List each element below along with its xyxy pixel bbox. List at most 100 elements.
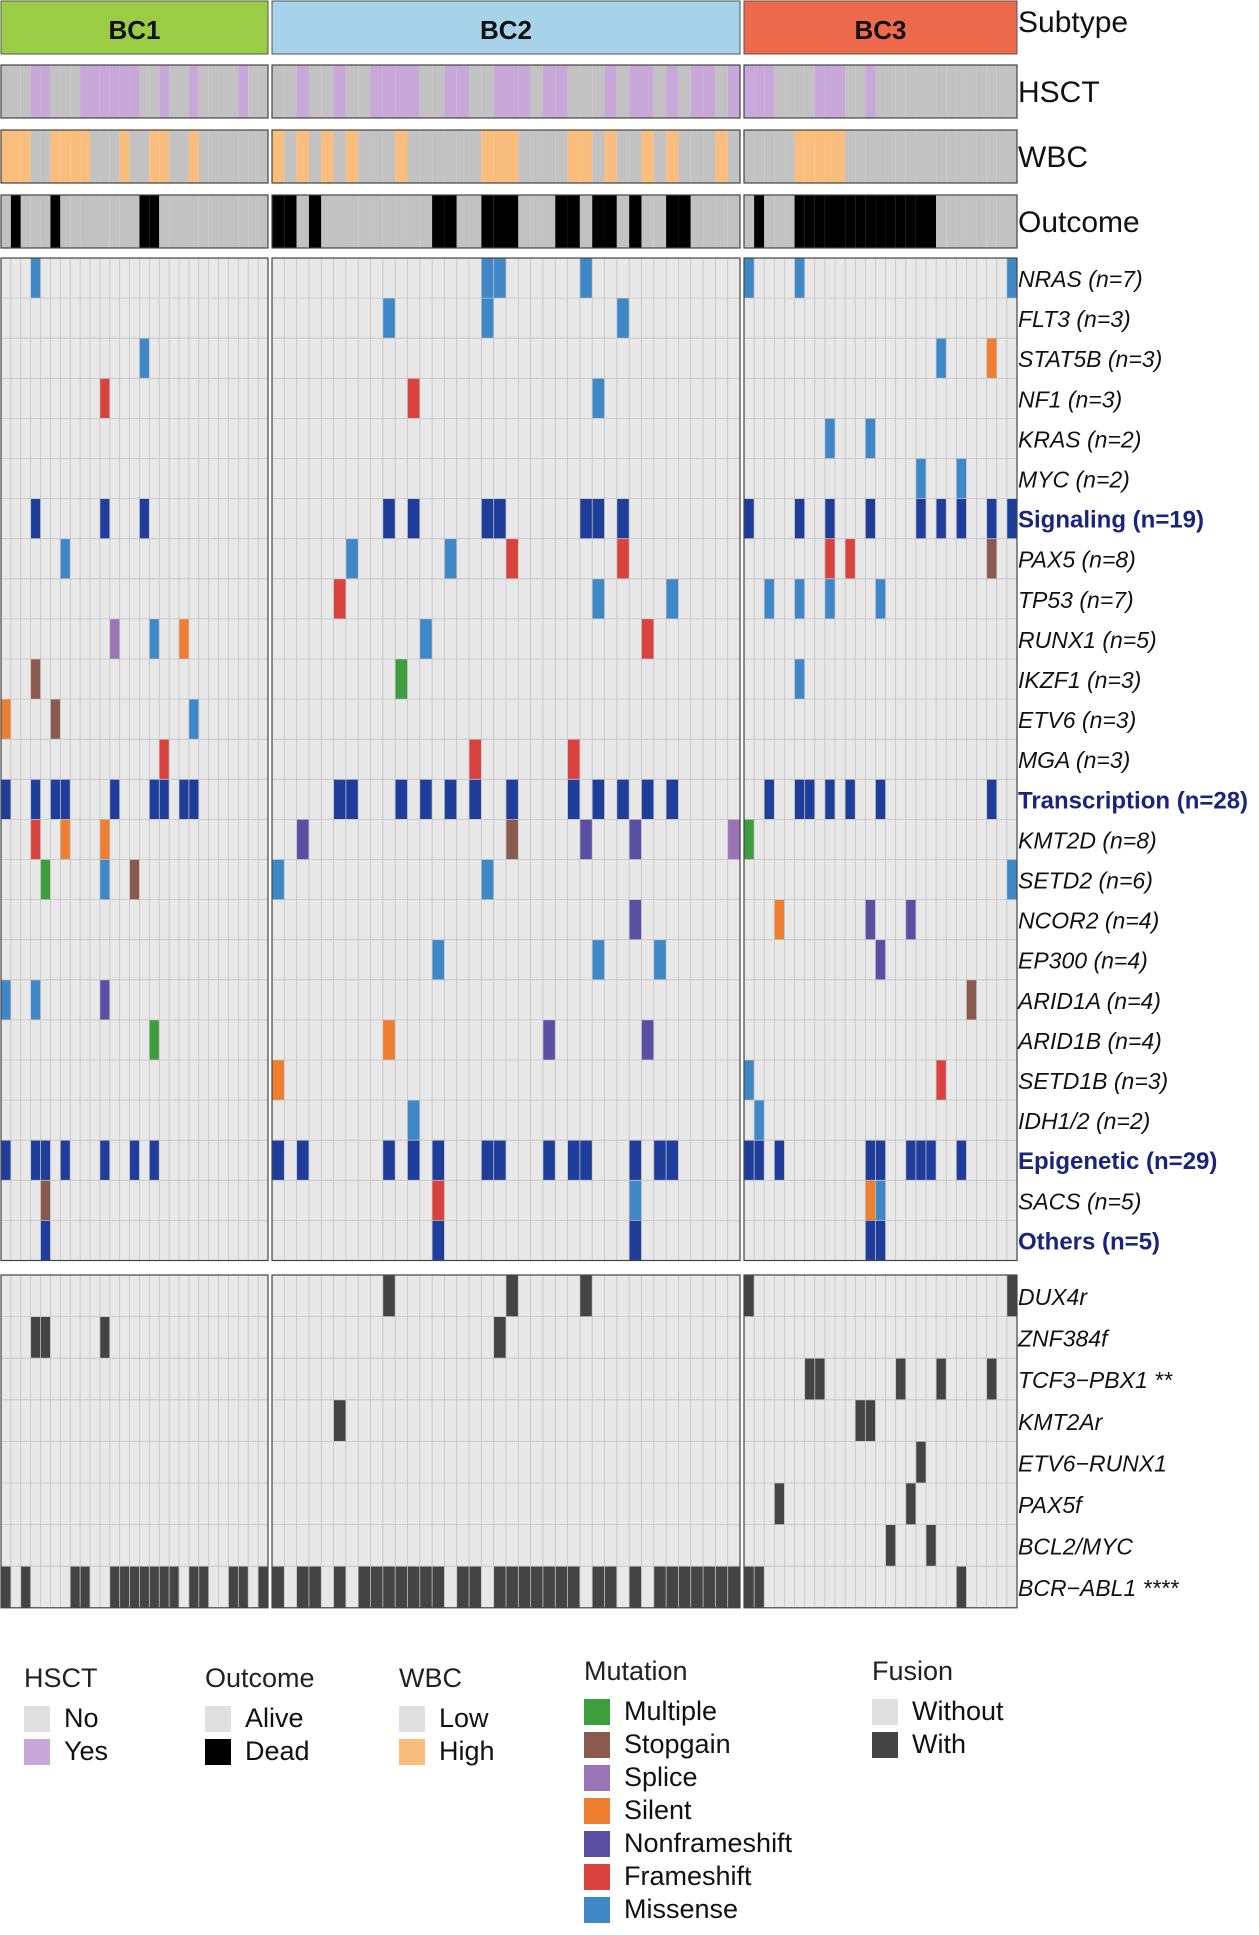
mutation-cell	[60, 779, 71, 820]
hsct-cell	[60, 65, 71, 118]
gene-row-label: SETD2 (n=6)	[1018, 868, 1153, 894]
legend-swatch	[872, 1731, 898, 1758]
mutation-cell	[579, 819, 593, 860]
wbc-cell	[794, 130, 805, 183]
mutation-cell	[159, 779, 170, 820]
mutation-cell	[567, 739, 580, 780]
mutation-cell	[905, 899, 916, 940]
wbc-cell	[228, 130, 239, 183]
legend-outcome: Outcome Alive Dead	[205, 1663, 315, 1768]
mutation-cell	[506, 538, 519, 579]
fusion-cell	[40, 1316, 51, 1359]
outcome-cell	[333, 195, 346, 248]
mutation-cell	[481, 859, 494, 900]
hsct-cell	[666, 65, 679, 118]
gene-row-label: FLT3 (n=3)	[1018, 306, 1131, 332]
mutation-cell	[188, 779, 199, 820]
mutation-cell	[395, 659, 408, 700]
fusion-cell	[198, 1566, 209, 1608]
mutation-cell	[40, 1140, 51, 1181]
gene-row-label: SACS (n=5)	[1018, 1188, 1141, 1214]
hsct-cell	[179, 65, 189, 118]
hsct-cell	[407, 65, 420, 118]
mutation-frame	[0, 257, 269, 1262]
mutation-cell	[272, 1140, 285, 1181]
mutation-cell	[40, 1220, 51, 1261]
hsct-row-label: HSCT	[1018, 76, 1100, 109]
hsct-cell	[727, 65, 740, 118]
wbc-cell	[518, 130, 531, 183]
wbc-cell	[272, 130, 285, 183]
wbc-cell	[444, 130, 457, 183]
mutation-cell	[60, 538, 71, 579]
mutation-cell	[865, 1220, 876, 1261]
fusion-cell	[272, 1566, 285, 1608]
legend-swatch	[24, 1705, 50, 1732]
legend-title-hsct: HSCT	[24, 1663, 98, 1693]
mutation-cell	[966, 979, 977, 1020]
hsct-cell	[542, 65, 556, 118]
mutation-cell	[629, 899, 642, 940]
hsct-cell	[345, 65, 359, 118]
wbc-cell	[248, 130, 259, 183]
mutation-cell	[936, 338, 947, 379]
fusion-cell	[188, 1566, 199, 1608]
mutation-cell	[794, 258, 805, 299]
hsct-cell	[641, 65, 654, 118]
fusion-frame	[743, 1274, 1018, 1609]
wbc-frame	[743, 129, 1018, 184]
hsct-cell	[530, 65, 543, 118]
fusion-cell	[370, 1566, 383, 1608]
mutation-cell	[641, 618, 654, 659]
wbc-cell	[579, 130, 593, 183]
mutation-cell	[875, 779, 886, 820]
fusion-cell	[690, 1566, 704, 1608]
outcome-cell	[542, 195, 556, 248]
gene-row-label: SETD1B (n=3)	[1018, 1068, 1168, 1094]
wbc-cell	[855, 130, 866, 183]
fusion-cell	[493, 1316, 506, 1359]
legend-item-hsct-yes: Yes	[24, 1735, 108, 1768]
hsct-cell	[1, 65, 11, 118]
legend-mutation: Mutation Multiple Stopgain Splice Silent…	[584, 1656, 792, 1926]
fusion-cell	[804, 1358, 815, 1400]
outcome-cell	[139, 195, 150, 248]
legend-item-mutation-stopgain: Stopgain	[584, 1728, 792, 1761]
mutation-cell	[666, 779, 679, 820]
wbc-cell	[966, 130, 977, 183]
hsct-cell	[616, 65, 630, 118]
outcome-cell	[382, 195, 396, 248]
legend-item-mutation-frameshift: Frameshift	[584, 1860, 792, 1893]
subtype-label: BC2	[480, 15, 532, 45]
hsct-cell	[198, 65, 209, 118]
fusion-cell	[915, 1441, 926, 1483]
mutation-cell	[641, 1019, 654, 1060]
fusion-cell	[493, 1566, 506, 1608]
mutation-cell	[493, 258, 506, 299]
fusion-cell	[744, 1566, 755, 1608]
outcome-cell	[432, 195, 445, 248]
outcome-cell	[518, 195, 531, 248]
mutation-cell	[579, 1140, 593, 1181]
oncoprint-heatmap: BC1 BC2 BC3 Subtype HSCT WBC Outcome NRAS (n=7)…	[0, 0, 1248, 1609]
hsct-cell	[824, 65, 835, 118]
fusion-cell	[119, 1566, 130, 1608]
mutation-cell	[744, 1060, 755, 1101]
legend-label: Low	[439, 1703, 489, 1733]
outcome-cell	[321, 195, 334, 248]
outcome-cell	[20, 195, 31, 248]
wbc-cell	[90, 130, 100, 183]
hsct-cell	[936, 65, 947, 118]
mutation-cell	[875, 939, 886, 980]
mutation-cell	[60, 1140, 71, 1181]
outcome-cell	[188, 195, 199, 248]
hsct-cell	[875, 65, 886, 118]
hsct-cell	[370, 65, 383, 118]
mutation-cell	[794, 498, 805, 539]
mutation-cell	[865, 1180, 876, 1221]
legend-label: Missense	[624, 1894, 739, 1924]
hsct-cell	[80, 65, 90, 118]
wbc-cell	[946, 130, 957, 183]
mutation-cell	[419, 618, 433, 659]
legend-item-outcome-dead: Dead	[205, 1735, 315, 1768]
